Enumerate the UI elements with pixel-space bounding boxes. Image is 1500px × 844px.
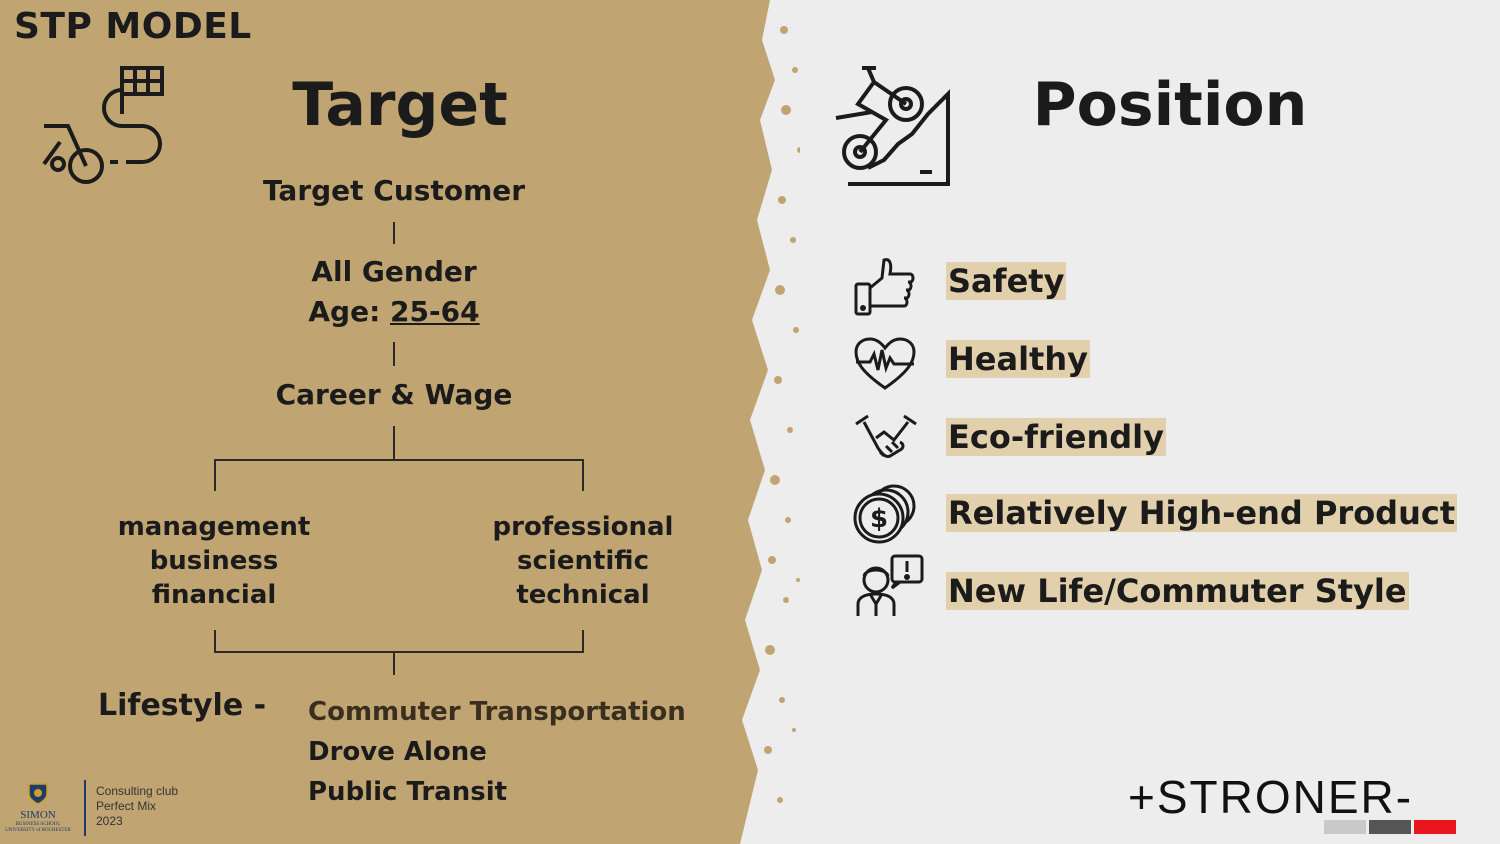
position-item: $ Relatively High-end Product: [850, 484, 1490, 550]
club-line: Consulting club: [96, 784, 179, 798]
brand-name: +STRONER-: [1128, 771, 1414, 823]
target-background: [0, 0, 800, 844]
connector-line: [214, 651, 584, 653]
crest-icon: [28, 783, 48, 805]
coins-dollar-icon: $: [853, 484, 916, 544]
target-customer-label: Target Customer: [262, 174, 526, 207]
club-line: Perfect Mix: [96, 799, 157, 813]
position-item: Healthy: [850, 332, 1490, 392]
career-right-list: professional scientific technical: [463, 510, 703, 612]
age-label: Age:: [308, 295, 391, 328]
slide-title: STP MODEL: [14, 6, 252, 47]
career-left-item: business: [149, 546, 279, 576]
footer-divider: [84, 780, 86, 836]
position-item: Safety: [850, 254, 1490, 316]
handshake-icon: [855, 414, 917, 458]
lifestyle-item: Commuter Transportation: [308, 697, 686, 727]
school-sub: BUSINESS SCHOOL: [15, 822, 61, 827]
career-right-item: professional: [492, 512, 674, 542]
career-left-list: management business financial: [94, 510, 334, 612]
position-item: Eco-friendly: [850, 410, 1490, 470]
lifestyle-label: Lifestyle -: [98, 688, 267, 723]
career-left-item: financial: [151, 580, 277, 610]
position-label: Relatively High-end Product: [946, 494, 1458, 532]
brand-logo: +STRONER-: [1128, 771, 1456, 834]
gender-label: All Gender: [311, 255, 477, 288]
target-heading: Target: [292, 70, 508, 140]
connector-line: [582, 630, 584, 652]
connector-line: [214, 459, 584, 461]
connector-line: [214, 459, 216, 491]
position-label: Eco-friendly: [946, 418, 1166, 456]
school-logo: SIMON BUSINESS SCHOOL UNIVERSITY of ROCH…: [2, 782, 74, 834]
club-line: 2023: [96, 814, 123, 828]
career-left-item: management: [117, 512, 311, 542]
school-univ: UNIVERSITY of ROCHESTER: [5, 828, 71, 833]
thumbs-up-icon: [854, 258, 915, 316]
connector-line: [393, 426, 395, 460]
connector-line: [393, 342, 395, 366]
career-right-item: scientific: [517, 546, 649, 576]
connector-line: [214, 630, 216, 652]
connector-line: [393, 651, 395, 675]
connector-line: [393, 222, 395, 244]
lifestyle-item: Public Transit: [308, 777, 508, 807]
position-item: New Life/Commuter Style: [850, 554, 1490, 620]
club-info: Consulting club Perfect Mix 2023: [96, 784, 178, 829]
connector-line: [582, 459, 584, 491]
position-label: Healthy: [946, 340, 1090, 378]
bike-mountain-icon: [835, 66, 950, 186]
age-value: 25-64: [390, 295, 480, 328]
lifestyle-list: Commuter Transportation Drove Alone Publ…: [308, 692, 686, 812]
svg-text:$: $: [870, 504, 888, 534]
lifestyle-item: Drove Alone: [308, 737, 487, 767]
career-right-item: technical: [516, 580, 650, 610]
career-label: Career & Wage: [275, 378, 513, 411]
position-label: New Life/Commuter Style: [946, 572, 1409, 610]
brand-color-bars: [1324, 820, 1456, 834]
brand-bar: [1414, 820, 1456, 834]
school-name: SIMON: [20, 809, 56, 821]
heart-rate-icon: [854, 337, 916, 390]
brand-bar: [1369, 820, 1411, 834]
position-heading: Position: [1032, 70, 1308, 140]
age-line: Age: 25-64: [244, 295, 544, 328]
brand-bar: [1324, 820, 1366, 834]
position-label: Safety: [946, 262, 1067, 300]
bike-route-icon: [42, 66, 164, 184]
person-chat-icon: [856, 554, 924, 616]
